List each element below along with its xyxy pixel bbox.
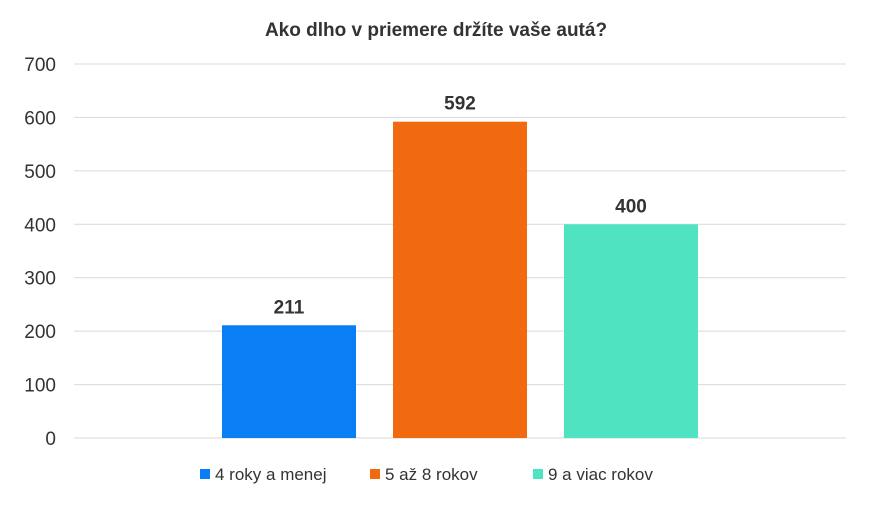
chart-title: Ako dlho v priemere držíte vaše autá? [265,20,607,41]
y-tick-label: 600 [24,108,56,129]
legend-label: 4 roky a menej [215,465,327,484]
y-tick-label: 300 [24,269,56,290]
y-tick-label: 0 [45,429,56,450]
legend-swatch [370,469,380,479]
data-labels: 211 592 400 [274,94,647,319]
legend-swatch [200,469,210,479]
legend-swatch [533,469,543,479]
data-label: 400 [615,196,647,217]
y-tick-label: 200 [24,322,56,343]
y-tick-label: 500 [24,162,56,183]
bars [222,121,698,439]
bar [564,224,698,438]
legend-label: 9 a viac rokov [548,465,653,484]
legend-label: 5 až 8 rokov [385,465,478,484]
legend: 4 roky a menej 5 až 8 rokov 9 a viac rokov [200,465,653,484]
bar [393,121,527,439]
y-tick-label: 400 [24,215,56,236]
y-tick-label: 100 [24,376,56,397]
bar [222,325,356,438]
data-label: 211 [274,297,305,318]
y-axis-ticks: 0 100 200 300 400 500 600 700 [24,55,56,450]
y-tick-label: 700 [24,55,56,76]
data-label: 592 [444,94,476,115]
